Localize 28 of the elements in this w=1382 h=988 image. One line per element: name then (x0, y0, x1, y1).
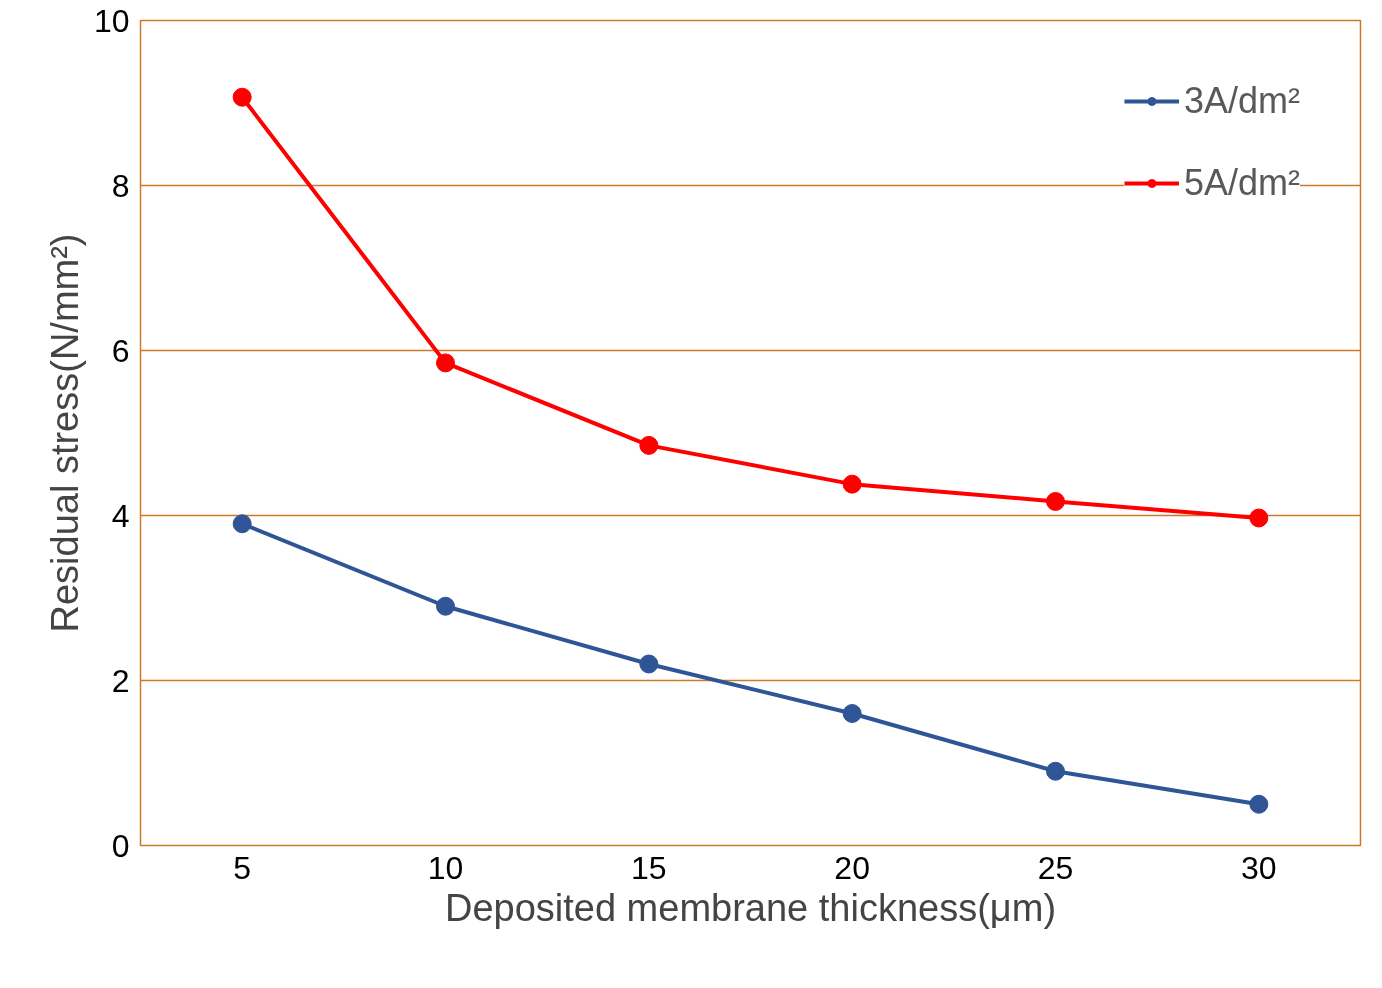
x-axis-title: Deposited membrane thickness(μm) (444, 886, 1057, 929)
x-tick-label: 5 (233, 849, 252, 886)
y-tick-label: 4 (111, 497, 130, 534)
y-tick-label: 2 (111, 662, 130, 699)
x-tick-label: 10 (427, 849, 464, 886)
legend-label: 3A/dm² (1183, 80, 1300, 122)
x-tick-label: 25 (1037, 849, 1074, 886)
point (1046, 491, 1065, 511)
point (232, 514, 252, 534)
x-tick-label: 20 (834, 849, 870, 886)
point (842, 704, 862, 723)
point (639, 654, 659, 674)
y-tick-label: 10 (93, 2, 130, 39)
point (436, 596, 455, 616)
y-tick-label: 6 (111, 332, 130, 369)
point (1249, 794, 1269, 814)
point (1046, 761, 1065, 781)
legend-label: 5A/dm² (1183, 162, 1300, 204)
point (1249, 508, 1269, 528)
y-tick-label: 8 (111, 167, 130, 204)
point (639, 435, 659, 455)
x-tick-label: 30 (1241, 849, 1277, 886)
y-axis-title: Residual stress(N/mm²) (43, 233, 86, 633)
y-tick-label: 0 (111, 827, 130, 864)
x-tick-label: 15 (631, 849, 667, 886)
point (436, 353, 455, 373)
point (232, 87, 252, 107)
point (842, 474, 862, 494)
